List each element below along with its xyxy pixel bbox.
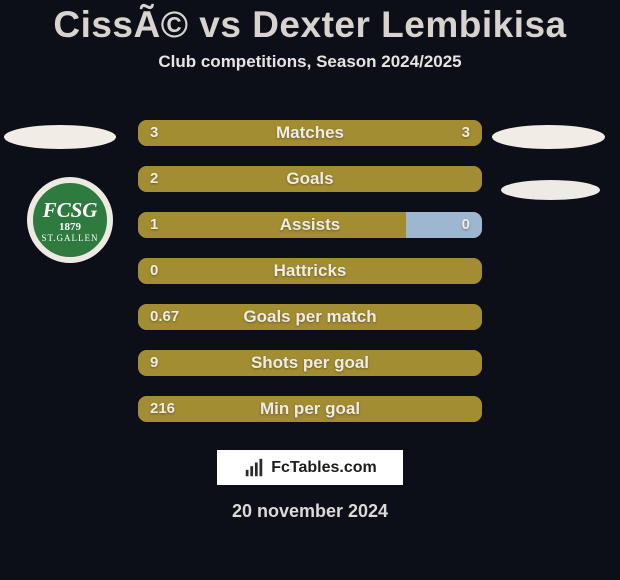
bar-label: Min per goal (138, 396, 482, 422)
stat-bar: Goals per match0.67 (138, 304, 482, 330)
stat-bar: Goals2 (138, 166, 482, 192)
bar-value-left: 1 (150, 212, 158, 238)
bar-value-left: 0 (150, 258, 158, 284)
bar-label: Shots per goal (138, 350, 482, 376)
subtitle: Club competitions, Season 2024/2025 (0, 52, 620, 72)
bar-label: Goals per match (138, 304, 482, 330)
watermark-text: FcTables.com (271, 459, 377, 477)
bars-column: Matches33Goals2Assists10Hattricks0Goals … (138, 120, 482, 422)
stat-bar: Assists1 0 (138, 212, 482, 238)
bar-label: Assists (138, 212, 482, 238)
bar-value-left: 3 (150, 120, 158, 146)
bar-label: Hattricks (138, 258, 482, 284)
bar-value-left: 9 (150, 350, 158, 376)
bar-value-right: 3 (462, 120, 470, 146)
comparison-infographic: CissÃ© vs Dexter Lembikisa Club competit… (0, 0, 620, 580)
bars-area: Matches33Goals2Assists10Hattricks0Goals … (0, 110, 620, 450)
stat-bar: Matches3 3 (138, 120, 482, 146)
bar-value-left: 216 (150, 396, 175, 422)
date-text: 20 november 2024 (0, 501, 620, 522)
watermark-box: FcTables.com (217, 450, 403, 485)
bar-label: Matches (138, 120, 482, 146)
bar-value-left: 0.67 (150, 304, 179, 330)
stat-bar: Hattricks0 (138, 258, 482, 284)
stat-bar: Min per goal216 (138, 396, 482, 422)
stat-bar: Shots per goal9 (138, 350, 482, 376)
bar-value-right: 0 (462, 212, 470, 238)
bar-label: Goals (138, 166, 482, 192)
bar-chart-icon (243, 457, 265, 479)
page-title: CissÃ© vs Dexter Lembikisa (0, 0, 620, 46)
bar-value-left: 2 (150, 166, 158, 192)
